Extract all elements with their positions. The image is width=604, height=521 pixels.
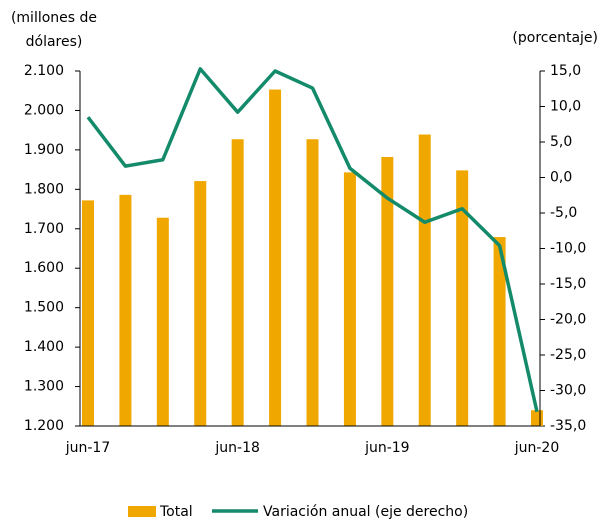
y-tick-label: 2.100 [24, 63, 64, 79]
y2-tick-label: -30,0 [550, 383, 586, 399]
y2-tick-label: 15,0 [550, 63, 581, 79]
y-tick-label: 2.000 [24, 102, 64, 118]
bar [306, 139, 319, 426]
x-tick-label: jun-19 [364, 440, 410, 456]
x-tick-label: jun-17 [65, 440, 111, 456]
bar [82, 200, 94, 426]
legend-label: Variación anual (eje derecho) [263, 504, 468, 520]
bar [456, 170, 469, 426]
legend-label: Total [159, 504, 193, 520]
y2-tick-label: -35,0 [550, 418, 586, 434]
y-axis-label: (millones de dólares) [10, 10, 98, 50]
y-tick-label: 1.700 [24, 221, 64, 237]
bar [493, 237, 506, 426]
x-tick-label: jun-18 [214, 440, 260, 456]
bar [381, 156, 394, 426]
y-tick-label: 1.300 [24, 379, 64, 395]
y2-tick-label: -25,0 [550, 347, 586, 363]
y2-tick-label: -15,0 [550, 276, 586, 292]
y-tick-label: 1.800 [24, 181, 64, 197]
bar [119, 194, 132, 426]
y-tick-label: 1.400 [24, 339, 64, 355]
legend-swatch [128, 506, 156, 517]
bar [194, 181, 207, 426]
y2-axis-label: (porcentaje) [512, 30, 598, 46]
bar [231, 139, 244, 426]
bar [343, 172, 356, 426]
y2-tick-label: 5,0 [550, 134, 572, 150]
y-axis-label-box: (millones de dólares) [10, 10, 98, 50]
y-tick-label: 1.900 [24, 142, 64, 158]
y-tick-label: 1.600 [24, 260, 64, 276]
y2-tick-label: -5,0 [550, 205, 577, 221]
bar [418, 134, 431, 426]
line [86, 67, 539, 413]
y2-tick-label: -10,0 [550, 241, 586, 257]
y2-tick-label: 0,0 [550, 170, 572, 186]
bar [156, 217, 169, 426]
bar [269, 89, 282, 427]
y2-tick-label: -20,0 [550, 312, 586, 328]
y-tick-label: 1.200 [24, 418, 64, 434]
x-tick-label: jun-20 [514, 440, 560, 456]
y2-tick-label: 10,0 [550, 99, 581, 115]
bar [531, 410, 543, 426]
y-tick-label: 1.500 [24, 300, 64, 316]
